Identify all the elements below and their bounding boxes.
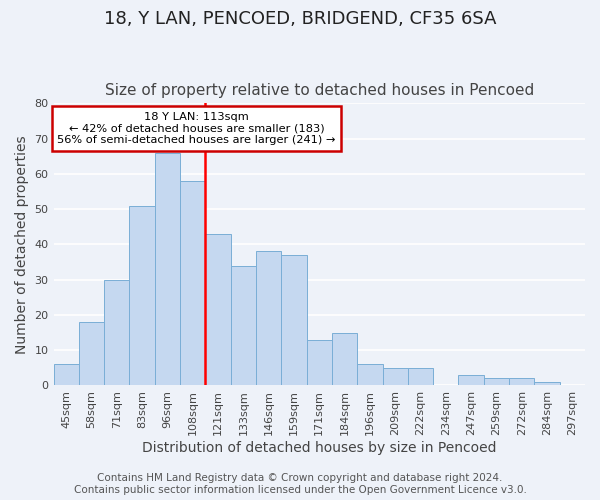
Bar [130, 206, 155, 386]
Bar [104, 280, 130, 386]
Bar [230, 266, 256, 386]
Bar [205, 234, 230, 386]
Bar [332, 332, 357, 386]
Bar [180, 181, 205, 386]
Text: Contains HM Land Registry data © Crown copyright and database right 2024.
Contai: Contains HM Land Registry data © Crown c… [74, 474, 526, 495]
Text: 18 Y LAN: 113sqm
← 42% of detached houses are smaller (183)
56% of semi-detached: 18 Y LAN: 113sqm ← 42% of detached house… [58, 112, 336, 146]
Bar [458, 375, 484, 386]
Bar [79, 322, 104, 386]
Bar [357, 364, 383, 386]
Bar [383, 368, 408, 386]
X-axis label: Distribution of detached houses by size in Pencoed: Distribution of detached houses by size … [142, 441, 497, 455]
Bar [155, 152, 180, 386]
Bar [535, 382, 560, 386]
Bar [484, 378, 509, 386]
Bar [408, 368, 433, 386]
Bar [256, 252, 281, 386]
Text: 18, Y LAN, PENCOED, BRIDGEND, CF35 6SA: 18, Y LAN, PENCOED, BRIDGEND, CF35 6SA [104, 10, 496, 28]
Y-axis label: Number of detached properties: Number of detached properties [15, 135, 29, 354]
Title: Size of property relative to detached houses in Pencoed: Size of property relative to detached ho… [104, 83, 534, 98]
Bar [281, 255, 307, 386]
Bar [307, 340, 332, 386]
Bar [53, 364, 79, 386]
Bar [509, 378, 535, 386]
